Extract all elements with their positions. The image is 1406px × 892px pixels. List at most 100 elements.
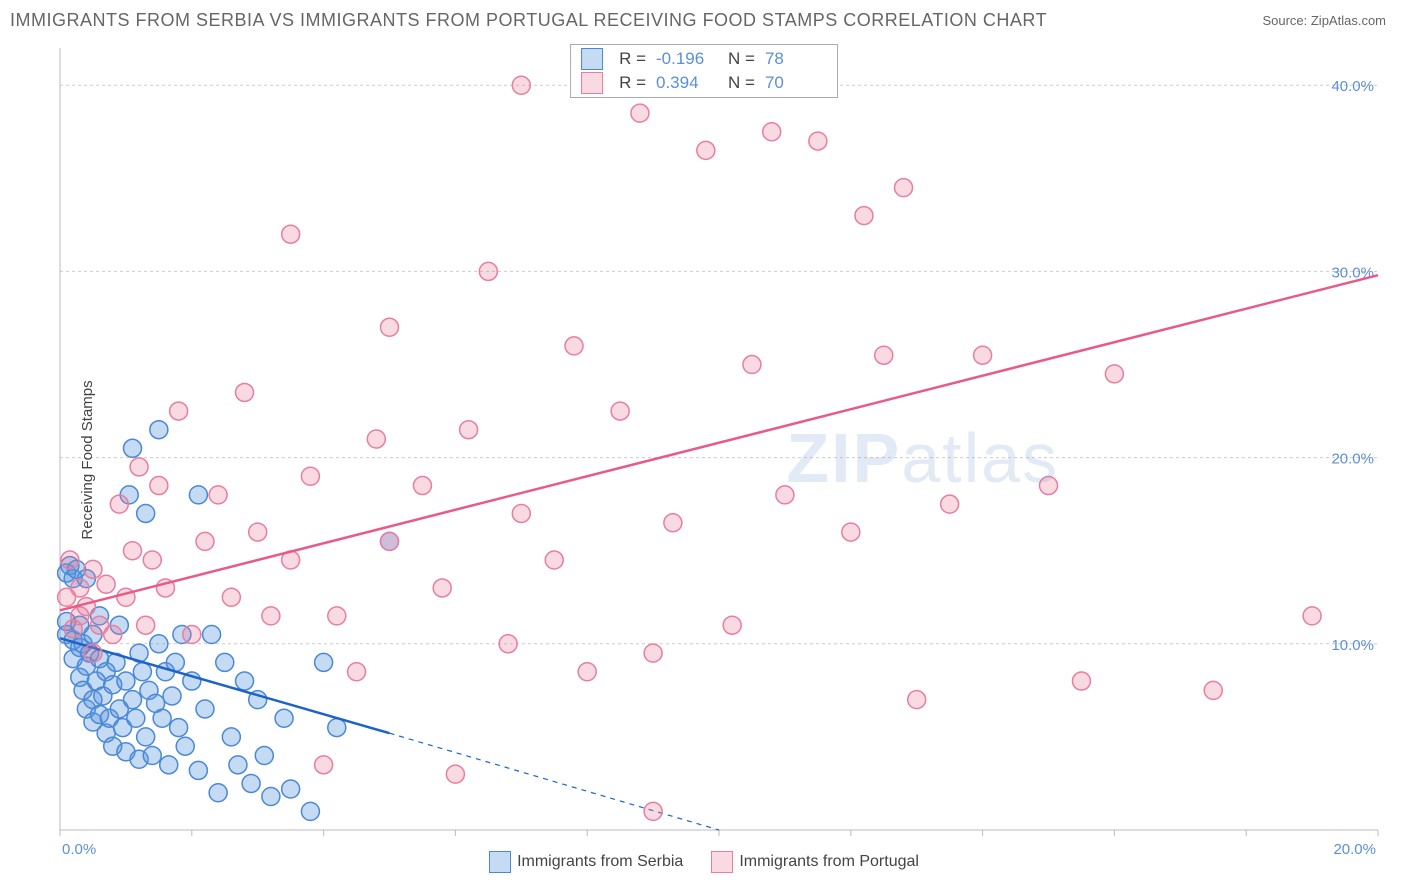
scatter-point xyxy=(1204,681,1222,699)
scatter-point xyxy=(565,337,583,355)
legend-label: Immigrants from Serbia xyxy=(517,853,683,871)
scatter-point xyxy=(895,179,913,197)
legend-stat-row: R =0.394N =70 xyxy=(581,71,827,95)
scatter-point xyxy=(249,523,267,541)
scatter-point xyxy=(127,709,145,727)
scatter-point xyxy=(242,774,260,792)
scatter-point xyxy=(196,700,214,718)
scatter-point xyxy=(216,653,234,671)
scatter-point xyxy=(236,672,254,690)
svg-text:40.0%: 40.0% xyxy=(1331,78,1374,95)
scatter-point xyxy=(229,756,247,774)
legend-item: Immigrants from Portugal xyxy=(711,851,919,873)
legend-swatch xyxy=(581,48,603,70)
scatter-point xyxy=(150,635,168,653)
trend-line-dashed xyxy=(390,733,720,830)
scatter-point xyxy=(941,495,959,513)
legend-swatch xyxy=(711,851,733,873)
scatter-point xyxy=(301,467,319,485)
scatter-point xyxy=(209,784,227,802)
scatter-point xyxy=(123,439,141,457)
scatter-point xyxy=(84,560,102,578)
scatter-point xyxy=(381,532,399,550)
scatter-point xyxy=(236,383,254,401)
scatter-point xyxy=(446,765,464,783)
scatter-point xyxy=(809,132,827,150)
scatter-point xyxy=(160,756,178,774)
scatter-point xyxy=(222,728,240,746)
scatter-point xyxy=(776,486,794,504)
scatter-point xyxy=(842,523,860,541)
scatter-point xyxy=(1105,365,1123,383)
scatter-point xyxy=(460,421,478,439)
scatter-point xyxy=(150,477,168,495)
scatter-point xyxy=(189,761,207,779)
scatter-point xyxy=(183,626,201,644)
y-axis-label: Receiving Food Stamps xyxy=(79,380,96,539)
scatter-point xyxy=(189,486,207,504)
scatter-point xyxy=(143,551,161,569)
legend-stat-row: R =-0.196N =78 xyxy=(581,47,827,71)
scatter-point xyxy=(222,588,240,606)
scatter-point xyxy=(512,504,530,522)
scatter-point xyxy=(328,719,346,737)
scatter-point xyxy=(348,663,366,681)
scatter-point xyxy=(255,747,273,765)
scatter-point xyxy=(71,579,89,597)
svg-text:10.0%: 10.0% xyxy=(1331,637,1374,654)
scatter-point xyxy=(908,691,926,709)
scatter-point xyxy=(763,123,781,141)
scatter-point xyxy=(137,616,155,634)
scatter-point xyxy=(275,709,293,727)
scatter-point xyxy=(315,756,333,774)
scatter-point xyxy=(413,477,431,495)
scatter-point xyxy=(123,542,141,560)
scatter-point xyxy=(1040,477,1058,495)
scatter-point xyxy=(61,551,79,569)
scatter-point xyxy=(631,104,649,122)
correlation-legend: R =-0.196N =78R =0.394N =70 xyxy=(570,44,838,98)
scatter-point xyxy=(433,579,451,597)
legend-label: Immigrants from Portugal xyxy=(739,853,919,871)
scatter-point xyxy=(104,626,122,644)
scatter-point xyxy=(176,737,194,755)
chart-container: Receiving Food Stamps 0.0%20.0%10.0%20.0… xyxy=(18,40,1390,880)
scatter-point xyxy=(153,709,171,727)
scatter-point xyxy=(77,598,95,616)
scatter-point xyxy=(367,430,385,448)
scatter-point xyxy=(545,551,563,569)
legend-swatch xyxy=(581,72,603,94)
scatter-point xyxy=(84,644,102,662)
scatter-point xyxy=(117,672,135,690)
scatter-point xyxy=(301,802,319,820)
scatter-point xyxy=(209,486,227,504)
source-label: Source: ZipAtlas.com xyxy=(1262,13,1386,28)
legend-swatch xyxy=(489,851,511,873)
scatter-point xyxy=(133,663,151,681)
scatter-point xyxy=(1072,672,1090,690)
scatter-point xyxy=(328,607,346,625)
scatter-point xyxy=(479,262,497,280)
scatter-point xyxy=(123,691,141,709)
scatter-point xyxy=(130,458,148,476)
scatter-point xyxy=(137,728,155,746)
scatter-point xyxy=(97,575,115,593)
scatter-point xyxy=(150,421,168,439)
scatter-point xyxy=(697,141,715,159)
scatter-point xyxy=(262,607,280,625)
scatter-point xyxy=(1303,607,1321,625)
scatter-point xyxy=(282,225,300,243)
page-title: IMMIGRANTS FROM SERBIA VS IMMIGRANTS FRO… xyxy=(10,10,1047,31)
trend-line xyxy=(60,275,1378,610)
scatter-point xyxy=(110,495,128,513)
scatter-point xyxy=(499,635,517,653)
scatter-point xyxy=(143,747,161,765)
series-legend: Immigrants from Serbia Immigrants from Po… xyxy=(18,851,1390,878)
scatter-point xyxy=(262,787,280,805)
scatter-point xyxy=(875,346,893,364)
scatter-point xyxy=(315,653,333,671)
scatter-point xyxy=(512,76,530,94)
scatter-point xyxy=(381,318,399,336)
scatter-point xyxy=(664,514,682,532)
scatter-point xyxy=(137,504,155,522)
